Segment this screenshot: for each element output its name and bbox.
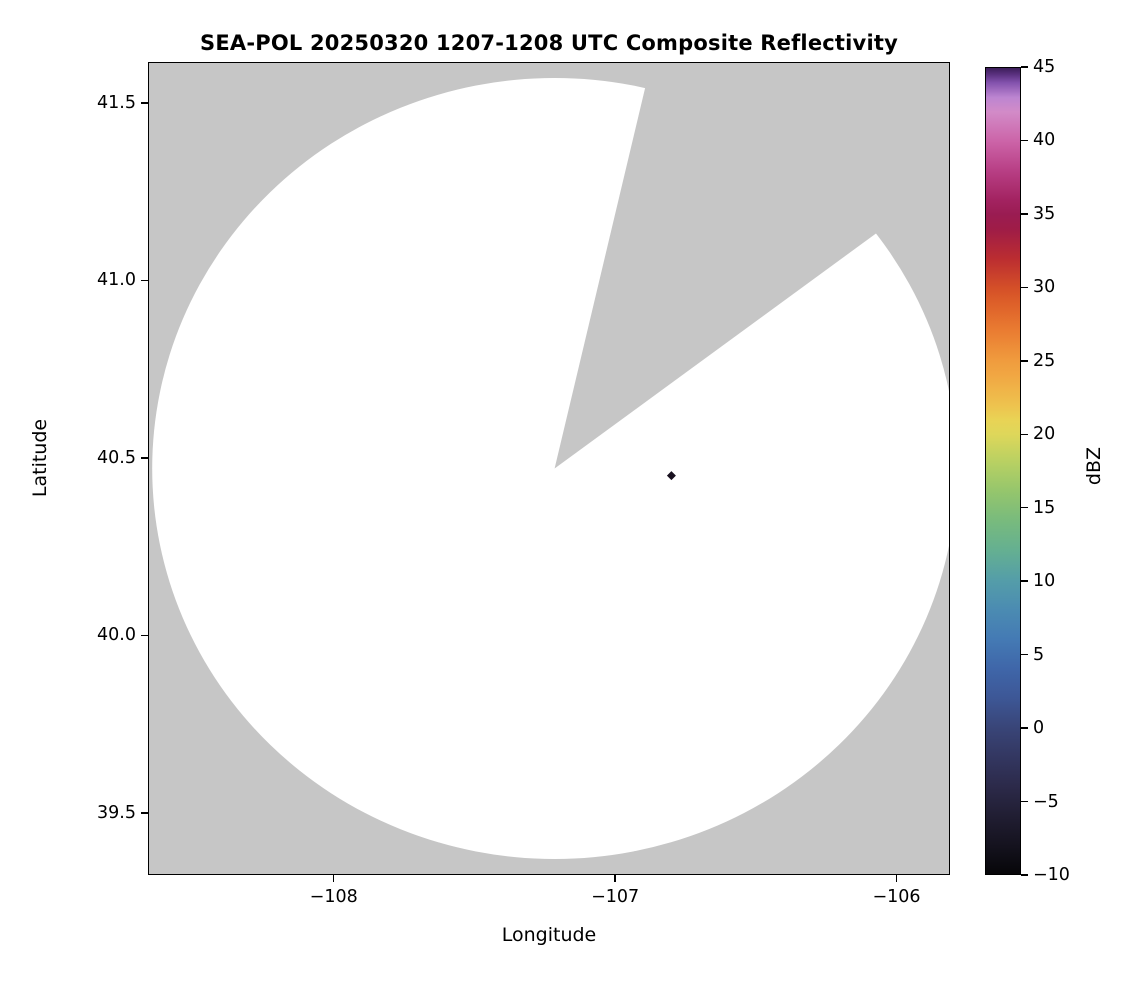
colorbar-tick-label: 0 [1033, 718, 1045, 739]
colorbar-tick-mark [1021, 800, 1028, 803]
radar-plot-svg [148, 62, 950, 875]
colorbar-tick-mark [1021, 874, 1028, 876]
colorbar-tick-mark [1021, 66, 1028, 68]
y-tick-label: 40.5 [97, 447, 136, 468]
y-tick-label: 41.0 [97, 270, 136, 291]
colorbar-label: dBZ [1083, 446, 1105, 486]
colorbar-tick-label: 30 [1033, 277, 1056, 298]
y-tick-mark [141, 812, 148, 814]
colorbar-tick-mark [1021, 360, 1028, 362]
colorbar-tick-mark [1021, 139, 1028, 142]
colorbar-tick-label: −5 [1033, 791, 1059, 812]
y-tick-label: 40.0 [97, 625, 136, 646]
colorbar-tick-label: 15 [1033, 497, 1056, 518]
colorbar-tick-mark [1021, 286, 1028, 289]
x-tick-label: −106 [872, 887, 921, 907]
y-tick-mark [141, 457, 148, 459]
colorbar [985, 67, 1021, 875]
x-tick-label: −108 [309, 887, 358, 907]
colorbar-gradient [986, 68, 1020, 874]
plot-area [148, 62, 950, 875]
x-tick-mark [332, 875, 335, 882]
y-tick-label: 41.5 [97, 92, 136, 113]
chart-title: SEA-POL 20250320 1207-1208 UTC Composite… [200, 31, 898, 55]
colorbar-tick-mark [1021, 580, 1028, 582]
x-tick-label: −107 [591, 887, 640, 907]
colorbar-tick-mark [1021, 653, 1028, 656]
colorbar-tick-mark [1021, 433, 1028, 436]
colorbar-tick-mark [1021, 727, 1028, 729]
y-tick-label: 39.5 [97, 802, 136, 823]
x-axis-label: Longitude [501, 924, 597, 946]
x-tick-mark [614, 875, 616, 882]
y-tick-mark [141, 102, 148, 104]
colorbar-tick-label: 10 [1033, 571, 1056, 592]
colorbar-tick-label: 5 [1033, 644, 1045, 665]
missing-data-wedge [554, 62, 950, 469]
colorbar-tick-label: 45 [1033, 57, 1056, 77]
colorbar-tick-label: −10 [1033, 865, 1070, 885]
colorbar-tick-mark [1021, 506, 1028, 509]
y-tick-mark [141, 279, 148, 282]
colorbar-tick-label: 20 [1033, 424, 1056, 445]
colorbar-tick-mark [1021, 213, 1028, 215]
colorbar-tick-label: 40 [1033, 130, 1056, 151]
plot-border [148, 62, 950, 875]
x-tick-mark [895, 875, 898, 882]
y-tick-mark [141, 634, 148, 637]
colorbar-tick-label: 35 [1033, 203, 1056, 224]
colorbar-tick-label: 25 [1033, 350, 1056, 371]
data-point-diamond [666, 471, 676, 481]
